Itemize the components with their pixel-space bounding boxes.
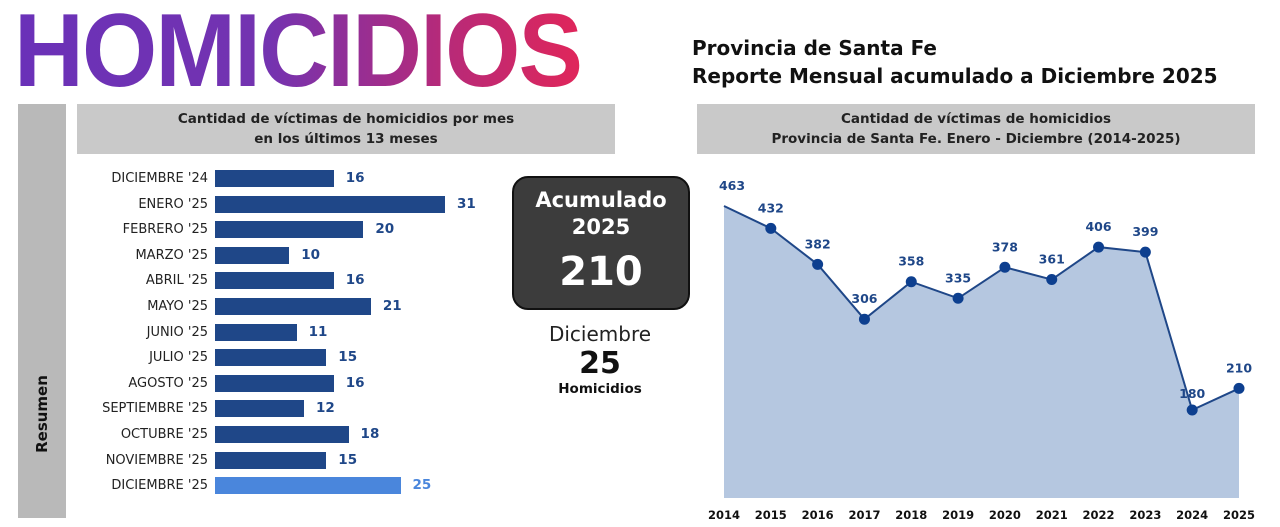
x-tick-label: 2014: [708, 508, 740, 522]
bar-value-label: 11: [308, 323, 328, 340]
data-label: 358: [898, 254, 924, 269]
bar-chart-title-line-2: en los últimos 13 meses: [254, 131, 438, 147]
data-point: [765, 222, 777, 234]
bar: [215, 272, 334, 290]
sidebar: Resumen: [18, 104, 66, 518]
bar-label: NOVIEMBRE '25: [105, 452, 208, 468]
data-point: [1233, 382, 1245, 394]
subtitle-province: Provincia de Santa Fe: [692, 36, 937, 60]
x-tick-label: 2023: [1129, 508, 1161, 522]
subtitle-report: Reporte Mensual acumulado a Diciembre 20…: [692, 64, 1218, 88]
bar-chart-title: Cantidad de víctimas de homicidios por m…: [77, 104, 615, 154]
bar-value-label: 16: [345, 272, 365, 289]
data-label: 210: [1226, 360, 1252, 375]
bar: [215, 400, 305, 418]
bar-value-label: 20: [375, 221, 395, 238]
bar: [215, 477, 401, 495]
bar: [215, 246, 290, 264]
x-tick-label: 2021: [1036, 508, 1068, 522]
data-label: 335: [945, 270, 971, 285]
month-summary: Diciembre 25 Homicidios: [520, 322, 680, 397]
bar-label: MAYO '25: [147, 299, 208, 314]
area-fill: [724, 206, 1239, 498]
bar-value-label: 21: [382, 298, 402, 314]
line-chart-title-line-2: Provincia de Santa Fe. Enero - Diciembre…: [771, 131, 1181, 147]
data-label: 180: [1179, 386, 1205, 401]
bar-chart-title-line-1: Cantidad de víctimas de homicidios por m…: [177, 111, 515, 127]
report-title: HOMICIDIOS: [14, 0, 583, 106]
accumulated-card: Acumulado 2025 210: [512, 176, 690, 310]
accumulated-label: Acumulado 2025: [535, 188, 667, 239]
bar: [215, 298, 371, 315]
bar-value-label: 10: [301, 246, 320, 263]
bar-value-label: 25: [412, 477, 432, 494]
bar-label: JUNIO '25: [146, 324, 208, 340]
bar: [215, 374, 334, 392]
data-point: [858, 313, 870, 325]
bar: [215, 170, 334, 187]
bar-value-label: 16: [345, 374, 365, 391]
bar-value-label: 12: [316, 400, 335, 417]
series-line: [723, 205, 1240, 412]
data-point: [905, 276, 917, 288]
data-point: [952, 292, 964, 304]
bar-label: ENERO '25: [138, 196, 208, 212]
month-unit: Homicidios: [558, 381, 642, 397]
bar: [215, 451, 327, 469]
x-tick-label: 2017: [848, 508, 880, 522]
bar-label: MARZO '25: [135, 247, 208, 263]
x-tick-label: 2019: [942, 508, 974, 522]
x-tick-label: 2025: [1223, 508, 1255, 522]
bar-label: ABRIL '25: [145, 273, 208, 289]
bar-label: DICIEMBRE '24: [111, 171, 208, 186]
bar-value-label: 31: [457, 195, 476, 212]
data-label: 406: [1085, 219, 1111, 234]
data-label: 382: [805, 236, 831, 251]
bar: [215, 221, 364, 239]
data-label: 378: [992, 239, 1018, 254]
bar: [215, 323, 297, 341]
bar: [215, 426, 349, 443]
line-chart-title-line-1: Cantidad de víctimas de homicidios: [840, 111, 1112, 127]
data-point: [812, 258, 824, 270]
bar-label: AGOSTO '25: [128, 375, 208, 391]
bar-label: DICIEMBRE '25: [111, 478, 208, 494]
x-tick-label: 2015: [755, 508, 787, 522]
bar-value-label: 18: [360, 426, 380, 442]
data-point: [1093, 241, 1105, 253]
line-chart-title: Cantidad de víctimas de homicidios Provi…: [697, 104, 1255, 154]
bar-label: JULIO '25: [149, 350, 208, 366]
x-tick-label: 2020: [989, 508, 1021, 522]
bar-value-label: 16: [345, 170, 365, 186]
x-tick-label: 2022: [1083, 508, 1115, 522]
x-tick-label: 2018: [895, 508, 927, 522]
data-label: 306: [851, 291, 877, 306]
data-label: 361: [1039, 252, 1065, 267]
bar-value-label: 15: [338, 451, 358, 468]
data-point: [1046, 274, 1058, 286]
month-label: Diciembre: [548, 322, 652, 346]
x-tick-label: 2024: [1176, 508, 1208, 522]
bar-label: FEBRERO '25: [122, 222, 208, 238]
accumulated-value: 210: [559, 249, 643, 295]
data-point: [1186, 404, 1198, 416]
bar-label: SEPTIEMBRE '25: [102, 401, 208, 417]
bar-value-label: 15: [338, 349, 358, 366]
bar-label: OCTUBRE '25: [120, 427, 208, 442]
month-value: 25: [579, 346, 621, 381]
data-label: 399: [1132, 224, 1158, 239]
data-point: [999, 261, 1011, 273]
data-label: 463: [719, 178, 745, 193]
bar: [215, 349, 327, 367]
bar: [215, 195, 446, 213]
x-tick-label: 2016: [802, 508, 834, 522]
data-point: [1139, 246, 1151, 258]
data-label: 432: [758, 200, 784, 215]
